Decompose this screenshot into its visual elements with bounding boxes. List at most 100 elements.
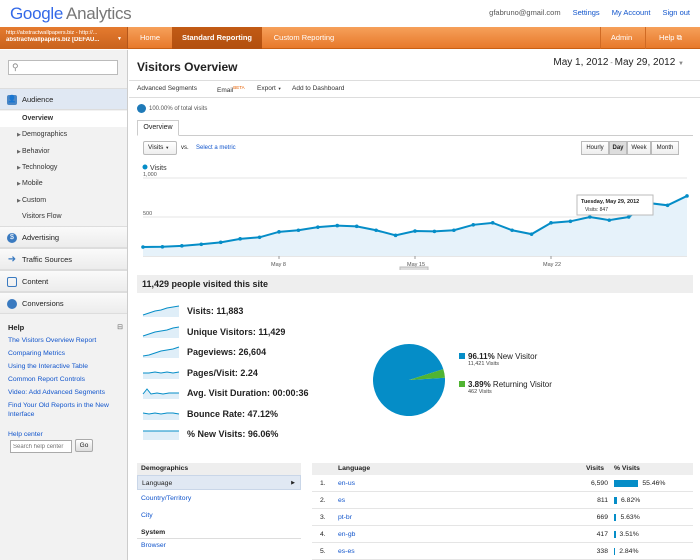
visits-point[interactable] [413,229,417,233]
pie-icon [137,104,146,113]
chevron-down-icon: ▼ [277,86,282,91]
date-range-picker[interactable]: May 1, 2012 - May 29, 2012 ▼ [553,57,684,68]
visits-point[interactable] [238,237,242,241]
visits-point[interactable] [374,228,378,233]
beta-badge: BETA [233,85,245,90]
visits-point[interactable] [296,228,301,233]
chart-resize-handle[interactable] [399,266,429,270]
visits-point[interactable] [607,218,612,222]
demo-item-browser[interactable]: Browser [141,542,166,549]
hourly-button[interactable]: Hourly [581,141,609,155]
language-link[interactable]: es [338,497,346,504]
demo-item-language[interactable]: Language ▶ [137,475,301,490]
help-link[interactable]: Common Report Controls [8,376,86,383]
chart-tooltip: Tuesday, May 29, 2012 Visits: 847 [576,194,654,216]
help-link[interactable]: The Visitors Overview Report [8,337,97,344]
help-search-input[interactable] [10,440,72,453]
sidebar-item-technology[interactable]: ▶ Technology [0,160,127,176]
sidebar-item-demographics[interactable]: ▶ Demographics [0,127,127,143]
visits-point[interactable] [277,230,281,234]
label: Technology [22,164,58,171]
language-link[interactable]: es-es [338,548,355,555]
week-button[interactable]: Week [627,141,651,155]
sidebar-content[interactable]: Content [0,270,127,292]
visits-point[interactable] [588,215,592,219]
visits-point[interactable] [199,242,204,247]
pct-bar [614,548,616,555]
advanced-segments-button[interactable]: Advanced Segments [137,85,197,92]
visits-point[interactable] [452,228,456,233]
sidebar-traffic-sources[interactable]: ➜ Traffic Sources [0,248,127,270]
metric-name: Pageviews: [187,347,237,357]
visits-chart[interactable]: Visits 1,000 500 May 8 May 15 May 22 Tuesday… [137,162,693,270]
visits-point[interactable] [510,228,514,233]
visits-point[interactable] [549,221,553,225]
tab-overview[interactable]: Overview [137,120,179,136]
visits-point[interactable] [335,223,340,228]
sidebar-item-overview[interactable]: Overview [0,111,127,127]
export-button[interactable]: Export ▼ [257,85,282,92]
language-link[interactable]: pt-br [338,514,352,521]
visits-point[interactable] [160,244,165,249]
visits-point[interactable] [141,245,145,249]
metric-name: Pages/Visit: [187,367,238,378]
metric-select[interactable]: Visits ▼ [143,141,177,155]
google-analytics-logo[interactable]: Google Analytics [10,4,132,24]
help-link[interactable]: Find Your Old Reports in the New Interfa… [8,402,109,418]
visits-point[interactable] [257,235,262,240]
sidebar-audience[interactable]: 👤 Audience [0,88,127,110]
nav-standard-reporting[interactable]: Standard Reporting [172,27,262,49]
add-to-dashboard-button[interactable]: Add to Dashboard [292,85,345,92]
search-icon: ⚲ [12,62,19,72]
collapse-icon[interactable]: ⊟ [117,324,123,331]
help-link[interactable]: Video: Add Advanced Segments [8,389,105,396]
sidebar-item-mobile[interactable]: ▶ Mobile [0,176,127,192]
visits-point[interactable] [568,219,573,224]
sidebar-advertising[interactable]: $ Advertising [0,226,127,248]
visits-point[interactable] [490,221,495,225]
visits-point[interactable] [432,229,437,234]
demo-item-city[interactable]: City [141,512,153,519]
visits-point[interactable] [316,225,320,229]
expand-icon: ▶ [17,132,21,138]
account-selector[interactable]: http://abstractwallpapers.biz - http://.… [0,27,128,49]
day-button[interactable]: Day [609,141,627,155]
help-center-link[interactable]: Help center [8,431,43,438]
my-account-link[interactable]: My Account [611,8,651,17]
select-metric-link[interactable]: Select a metric [196,145,236,151]
label: Custom [22,197,47,204]
sidebar-item-behavior[interactable]: ▶ Behavior [0,144,127,160]
sidebar-item-custom[interactable]: ▶ Custom [0,193,127,209]
language-link[interactable]: en-us [338,480,356,487]
demo-item-country[interactable]: Country/Territory [141,495,192,502]
audience-icon: 👤 [7,95,17,105]
visits-point[interactable] [354,224,359,229]
nav-home[interactable]: Home [139,33,160,42]
help-link[interactable]: Using the Interactive Table [8,363,88,370]
email-button[interactable]: EmailBETA [217,85,245,94]
sidebar-item-visitors-flow[interactable]: Visitors Flow [22,213,62,220]
nav-custom-reporting[interactable]: Custom Reporting [273,33,335,42]
sparkline [142,411,180,420]
nav-admin[interactable]: Admin [600,27,642,49]
sidebar-conversions[interactable]: Conversions [0,292,127,314]
chevron-down-icon: ▼ [678,61,684,67]
report-search-input[interactable]: ⚲ [8,60,118,75]
visits-point[interactable] [685,194,689,198]
visits-point[interactable] [180,244,184,248]
visits-point[interactable] [218,240,223,245]
help-link[interactable]: Comparing Metrics [8,350,66,357]
visits-point[interactable] [626,215,631,219]
month-button[interactable]: Month [651,141,679,155]
visits-point[interactable] [665,203,670,208]
visits-point[interactable] [393,233,398,238]
settings-link[interactable]: Settings [572,8,600,17]
metric-value: 2.24 [240,367,258,378]
visits-point[interactable] [529,232,534,236]
visits-point[interactable] [471,223,476,227]
language-link[interactable]: en-gb [338,531,356,538]
legend-square [459,381,465,387]
sign-out-link[interactable]: Sign out [662,8,690,17]
go-button[interactable]: Go [75,439,93,452]
nav-help[interactable]: Help ⧉ [645,27,695,49]
